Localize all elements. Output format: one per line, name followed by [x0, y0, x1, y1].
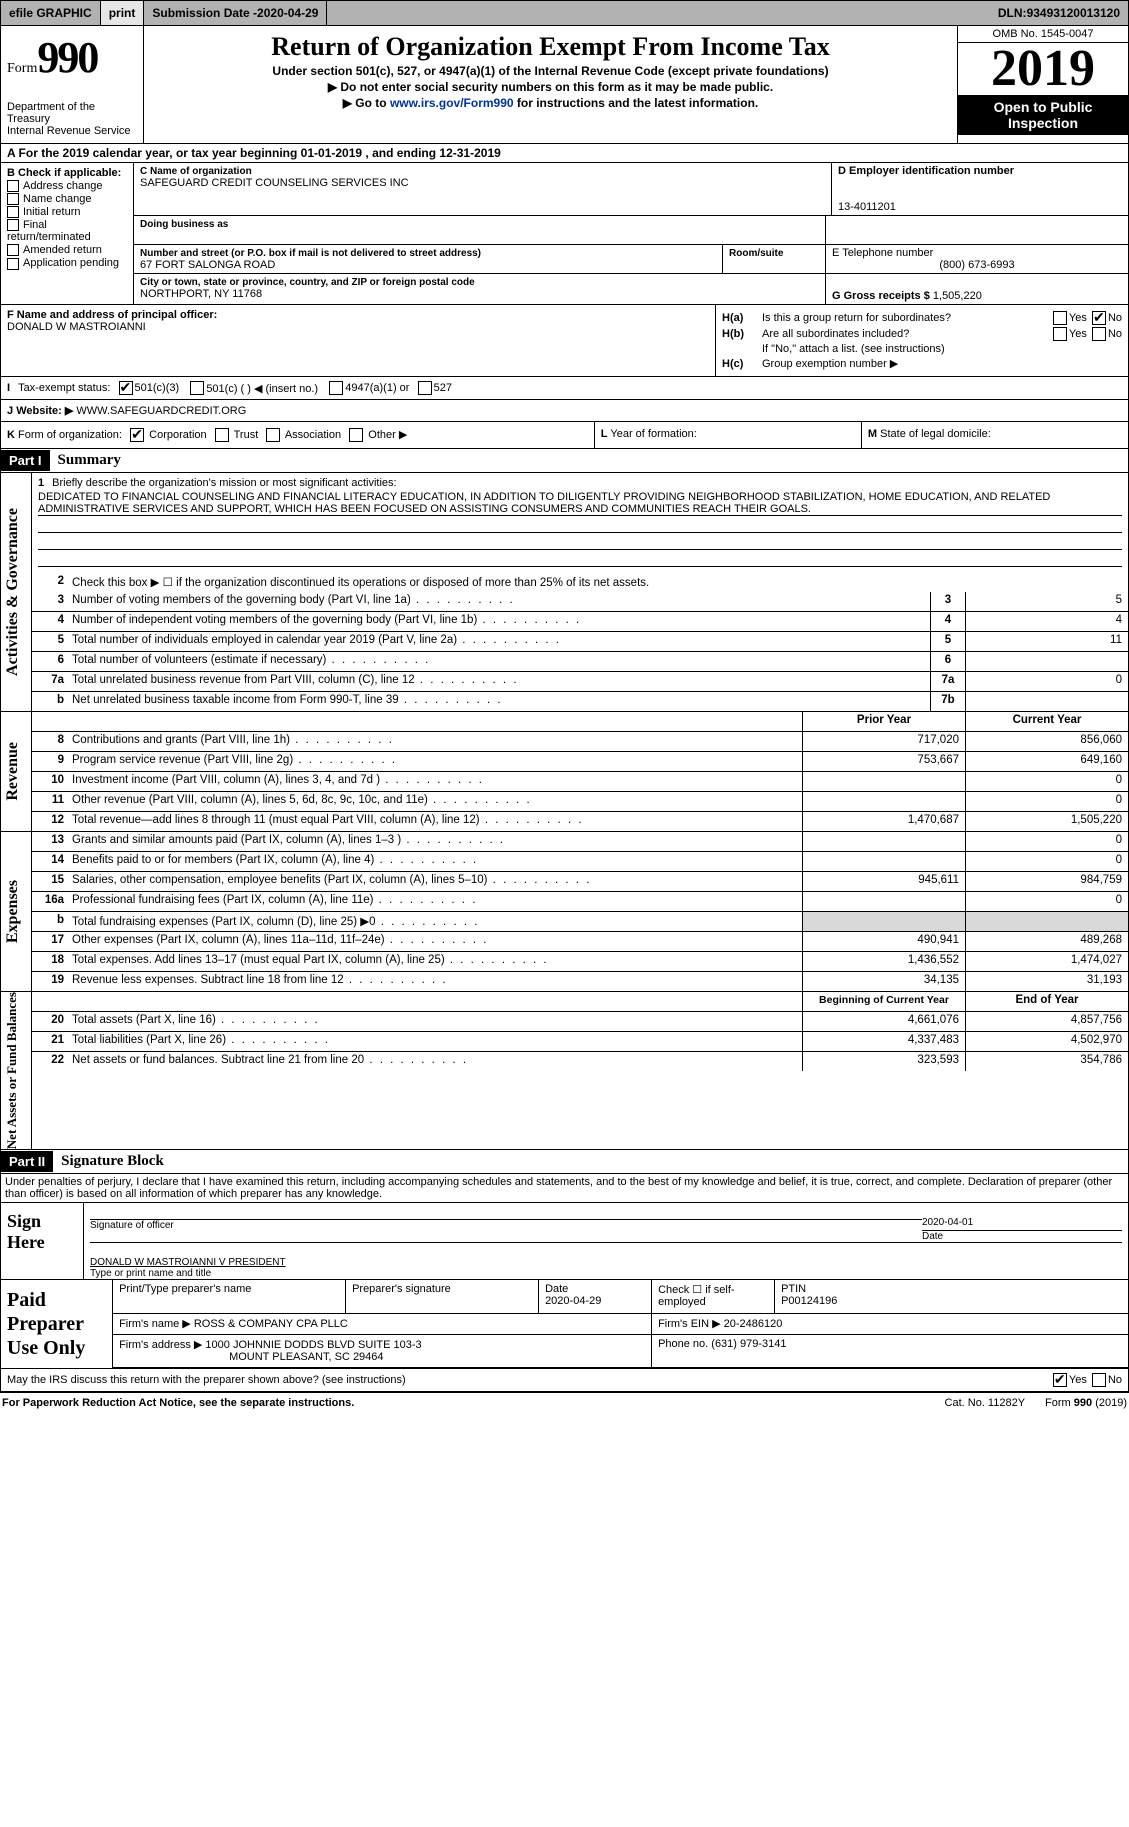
box-h: H(a)Is this a group return for subordina…: [716, 305, 1128, 376]
title-box: Return of Organization Exempt From Incom…: [144, 26, 957, 143]
part1-label: Part I: [1, 450, 50, 471]
box-f: F Name and address of principal officer:…: [1, 305, 716, 376]
box-b: B Check if applicable: Address changeNam…: [1, 163, 134, 304]
year-box: OMB No. 1545-0047 2019 Open to Public In…: [957, 26, 1128, 143]
checkbox-item[interactable]: Name change: [7, 193, 127, 205]
checkbox-item[interactable]: Address change: [7, 180, 127, 192]
submission-date: Submission Date - 2020-04-29: [144, 1, 327, 25]
form-box: Form990 Department of the Treasury Inter…: [1, 26, 144, 143]
penalty-text: Under penalties of perjury, I declare th…: [0, 1174, 1129, 1203]
phone: (800) 673-6993: [832, 259, 1122, 271]
form-title: Return of Organization Exempt From Incom…: [154, 32, 947, 62]
line-a: A For the 2019 calendar year, or tax yea…: [0, 144, 1129, 163]
form990-link[interactable]: www.irs.gov/Form990: [390, 96, 514, 110]
topbar: efile GRAPHIC print Submission Date - 20…: [0, 0, 1129, 26]
org-name: SAFEGUARD CREDIT COUNSELING SERVICES INC: [140, 177, 409, 189]
dln: DLN: 93493120013120: [990, 1, 1128, 25]
part2-label: Part II: [1, 1151, 53, 1172]
ein: 13-4011201: [838, 201, 1122, 213]
print-button[interactable]: print: [101, 1, 145, 25]
checkbox-item[interactable]: Application pending: [7, 257, 127, 269]
dept-label: Department of the Treasury Internal Reve…: [7, 101, 137, 137]
line-k: K Form of organization: Corporation Trus…: [1, 422, 595, 448]
gross-receipts: 1,505,220: [933, 290, 982, 302]
efile-label: efile GRAPHIC: [1, 1, 101, 25]
checkbox-item[interactable]: Amended return: [7, 244, 127, 256]
checkbox-item[interactable]: Final return/terminated: [7, 219, 127, 243]
website: WWW.SAFEGUARDCREDIT.ORG: [76, 405, 246, 417]
mission: 1Briefly describe the organization's mis…: [32, 473, 1128, 573]
checkbox-item[interactable]: Initial return: [7, 206, 127, 218]
line-i: ITax-exempt status: 501(c)(3) 501(c) ( )…: [0, 377, 1129, 400]
